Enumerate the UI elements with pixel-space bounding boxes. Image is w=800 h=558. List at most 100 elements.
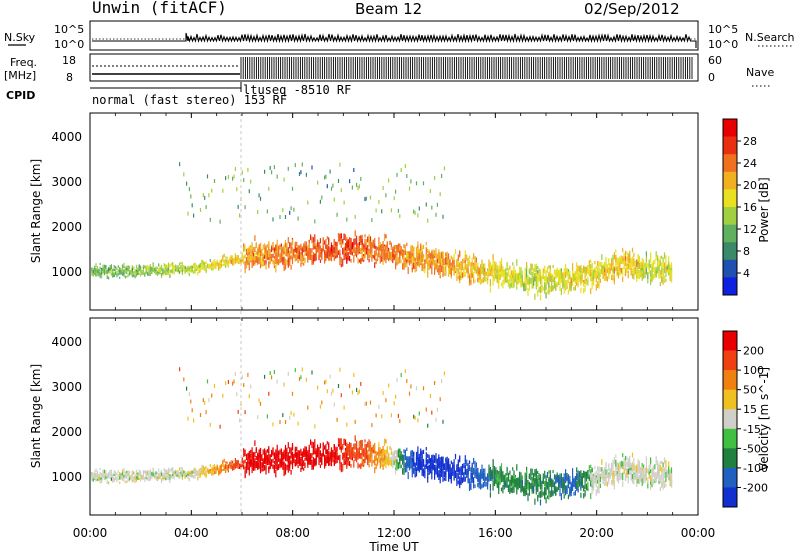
velocity-cell bbox=[108, 477, 109, 479]
velocity-cell bbox=[295, 368, 296, 372]
power-cell bbox=[650, 264, 651, 268]
power-cell bbox=[430, 264, 431, 269]
velocity-cell bbox=[218, 471, 219, 475]
freq-line-late bbox=[241, 57, 692, 79]
power-cell bbox=[320, 245, 321, 251]
power-colorbar-tick: 24 bbox=[743, 157, 757, 170]
power-cell bbox=[242, 259, 243, 262]
power-cell bbox=[445, 267, 446, 271]
power-cell bbox=[160, 271, 161, 273]
power-cell bbox=[462, 265, 463, 269]
velocity-cell bbox=[476, 468, 477, 473]
power-cell bbox=[250, 245, 251, 249]
power-cell bbox=[473, 253, 474, 259]
power-cell bbox=[463, 258, 464, 263]
velocity-cell bbox=[427, 454, 428, 458]
velocity-cell bbox=[540, 499, 541, 505]
power-cell bbox=[235, 259, 236, 261]
velocity-cell bbox=[452, 462, 453, 465]
velocity-cell bbox=[327, 389, 328, 393]
velocity-cell bbox=[193, 475, 194, 478]
power-cell bbox=[632, 248, 633, 253]
velocity-cell bbox=[520, 476, 521, 483]
velocity-cell bbox=[385, 439, 386, 443]
velocity-cell bbox=[246, 462, 247, 468]
power-cell bbox=[429, 261, 430, 265]
power-cell bbox=[559, 269, 560, 273]
velocity-cell bbox=[192, 473, 193, 475]
power-cell bbox=[530, 263, 531, 269]
power-cell bbox=[412, 253, 413, 257]
power-cell bbox=[525, 276, 526, 279]
velocity-cell bbox=[458, 469, 459, 472]
velocity-cell bbox=[519, 472, 520, 478]
power-cell bbox=[165, 270, 166, 273]
velocity-cell bbox=[278, 453, 279, 457]
velocity-cell bbox=[360, 441, 361, 447]
velocity-cell bbox=[203, 398, 204, 402]
velocity-cell bbox=[284, 462, 285, 466]
velocity-cell bbox=[285, 469, 286, 475]
velocity-cell bbox=[394, 450, 395, 456]
nsearch-label: N.Search bbox=[745, 31, 795, 44]
power-cell bbox=[141, 270, 142, 272]
velocity-cell bbox=[355, 435, 356, 439]
power-cell bbox=[364, 239, 365, 244]
velocity-cell bbox=[327, 449, 328, 453]
velocity-cell bbox=[342, 464, 343, 472]
velocity-cell bbox=[291, 411, 292, 415]
velocity-cell bbox=[304, 446, 305, 452]
velocity-cell bbox=[93, 478, 94, 481]
velocity-cell bbox=[309, 448, 310, 454]
velocity-cell bbox=[252, 455, 253, 459]
velocity-cell bbox=[459, 476, 460, 479]
power-cell bbox=[608, 269, 609, 277]
power-cell bbox=[324, 240, 325, 244]
power-cell bbox=[416, 255, 417, 261]
power-cell bbox=[313, 237, 314, 242]
velocity-cell bbox=[504, 481, 505, 486]
velocity-cell bbox=[317, 454, 318, 457]
velocity-cell bbox=[367, 455, 368, 459]
power-cell bbox=[107, 270, 108, 273]
velocity-cell bbox=[167, 474, 168, 477]
velocity-cell bbox=[512, 487, 513, 493]
velocity-cell bbox=[356, 445, 357, 450]
power-cell bbox=[291, 206, 292, 210]
power-cell bbox=[311, 248, 312, 253]
velocity-cell bbox=[284, 472, 285, 476]
velocity-cell bbox=[500, 467, 501, 471]
velocity-cell bbox=[265, 450, 266, 455]
power-cell bbox=[210, 218, 211, 222]
velocity-cell bbox=[442, 457, 443, 465]
power-cell bbox=[161, 268, 162, 272]
power-cell bbox=[356, 236, 357, 241]
velocity-cell bbox=[307, 450, 308, 456]
power-cell bbox=[427, 256, 428, 260]
velocity-cell bbox=[364, 402, 365, 406]
velocity-cell bbox=[522, 475, 523, 479]
velocity-cell bbox=[526, 470, 527, 474]
velocity-cell bbox=[513, 479, 514, 484]
power-cell bbox=[426, 203, 427, 207]
power-cell bbox=[410, 251, 411, 259]
power-cell bbox=[364, 244, 365, 249]
power-cell bbox=[285, 264, 286, 270]
power-cell bbox=[146, 266, 147, 269]
cpid-label: CPID bbox=[6, 89, 35, 102]
velocity-cell bbox=[367, 458, 368, 465]
power-cell bbox=[469, 260, 470, 266]
velocity-cell bbox=[153, 469, 154, 473]
power-colorbar-cell bbox=[723, 137, 737, 155]
power-cell bbox=[587, 277, 588, 281]
velocity-cell bbox=[285, 463, 286, 469]
velocity-cell bbox=[378, 447, 379, 451]
velocity-cell bbox=[139, 473, 140, 476]
power-cell bbox=[388, 179, 389, 183]
power-cell bbox=[604, 277, 605, 281]
velocity-cell bbox=[544, 471, 545, 479]
power-cell bbox=[589, 260, 590, 266]
power-cell bbox=[245, 255, 246, 258]
power-cell bbox=[631, 270, 632, 275]
power-cell bbox=[555, 284, 556, 290]
